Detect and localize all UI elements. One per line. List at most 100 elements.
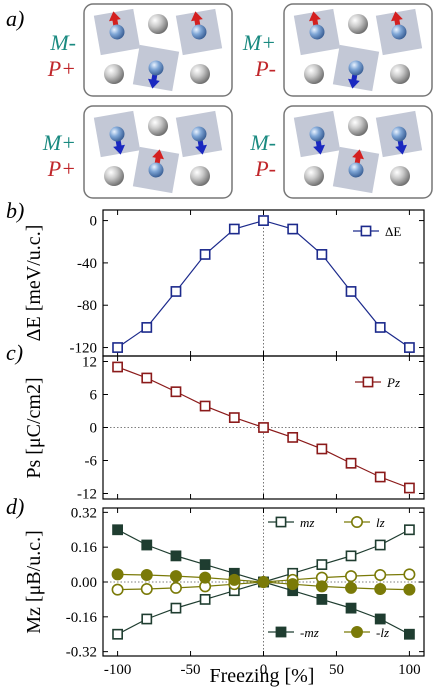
y-tick-label: 0.00 [71,575,97,591]
data-point [140,569,153,582]
magnetic-site [132,44,180,92]
legend-label: Pz [386,375,400,390]
xlabel-d: Freezing [%] [210,665,315,687]
magnetic-site [375,110,423,158]
data-point [112,342,123,353]
schematic-box-4 [283,105,433,199]
y-tick-label: -6 [85,454,98,470]
data-point [316,594,328,605]
arrow-up-icon [391,11,403,22]
data-point [316,443,328,455]
magnetic-site [293,110,341,158]
data-point [111,568,124,581]
data-point [112,628,123,640]
y-tick-label: -0.32 [66,645,97,661]
data-point [345,550,357,562]
data-point [350,515,363,528]
data-point [170,286,182,297]
atom-sphere-blue [309,126,325,142]
atom-sphere-blue [391,126,407,142]
label-M-box4: M- [249,130,276,155]
data-point [374,322,386,333]
legend-label: -mz [300,625,319,640]
arrow-up-icon [309,11,321,22]
atom-sphere [190,64,210,84]
legend-label: -lz [376,625,389,640]
data-point [258,422,269,433]
magnetic-site [175,8,223,56]
arrow-up-icon [352,149,364,160]
y-tick-label: 0 [90,214,98,230]
atom-sphere [104,64,124,84]
data-point [350,625,363,638]
legend-label: mz [300,515,314,530]
data-point [404,628,415,640]
data-point [199,559,211,570]
y-tick-label: -12 [77,487,97,503]
label-M-box3: M+ [42,130,76,155]
data-point [286,578,299,591]
y-tick-label: 12 [82,355,97,371]
chart-panel-b: ΔE [meV/u.c.] 0 -40 -80 -120 ΔE [23,209,425,357]
data-point [275,626,287,638]
data-point [374,582,387,595]
schematic-box-2 [283,3,433,97]
chart-panel-c: Ps [μC/cm2] 12 6 0 -6 -12 Pz [23,355,425,503]
arrow-down-icon [313,144,325,155]
atom-sphere-blue [309,24,325,40]
label-M-box1: M- [49,30,76,55]
y-tick-label: -120 [70,341,98,357]
data-point [345,602,357,614]
magnetic-site [332,44,380,92]
atom-sphere-blue [391,24,407,40]
data-point [199,249,211,260]
data-point [141,372,153,384]
data-point [170,602,182,614]
atom-sphere [348,14,368,34]
data-point [345,457,357,469]
magnetic-site [375,8,423,56]
legend-label: ΔE [385,224,401,239]
y-tick-label: 0.16 [71,540,98,556]
data-point [199,571,212,584]
x-tick-label: 100 [398,662,421,678]
panel-label-a: a) [6,6,24,31]
data-point [228,223,240,235]
data-point [169,581,182,594]
data-point [374,471,386,483]
arrow-down-icon [395,144,407,155]
data-point [228,573,241,586]
data-point [169,570,182,583]
arrow-down-icon [195,144,207,155]
ylabel-c: Ps [μC/cm2] [23,377,45,478]
data-point [140,582,153,595]
label-M-box2: M+ [242,30,276,55]
atom-sphere [390,166,410,186]
data-point [315,580,328,593]
schematic-box-1 [83,3,233,97]
data-point [141,539,153,551]
data-point [404,342,415,353]
label-P-box2: P- [254,56,276,81]
atom-sphere-blue [348,60,364,76]
x-tick-label: 50 [329,662,344,678]
magnetic-site [175,110,223,158]
data-point [345,286,357,297]
arrow-down-icon [348,78,360,89]
x-tick-label: -50 [181,662,201,678]
data-point [345,570,358,583]
arrow-down-icon [113,144,125,155]
data-point [287,223,299,235]
data-point [112,361,123,373]
atom-sphere-blue [148,162,164,178]
data-point [170,386,182,398]
atom-sphere [104,166,124,186]
magnetic-site [293,8,341,56]
panel-label-c: c) [6,340,23,365]
arrow-up-icon [152,149,164,160]
magnetic-site [332,146,380,194]
atom-sphere-blue [148,60,164,76]
atom-sphere [348,116,368,136]
x-tick-label: 0 [260,662,268,678]
data-point [199,400,211,412]
